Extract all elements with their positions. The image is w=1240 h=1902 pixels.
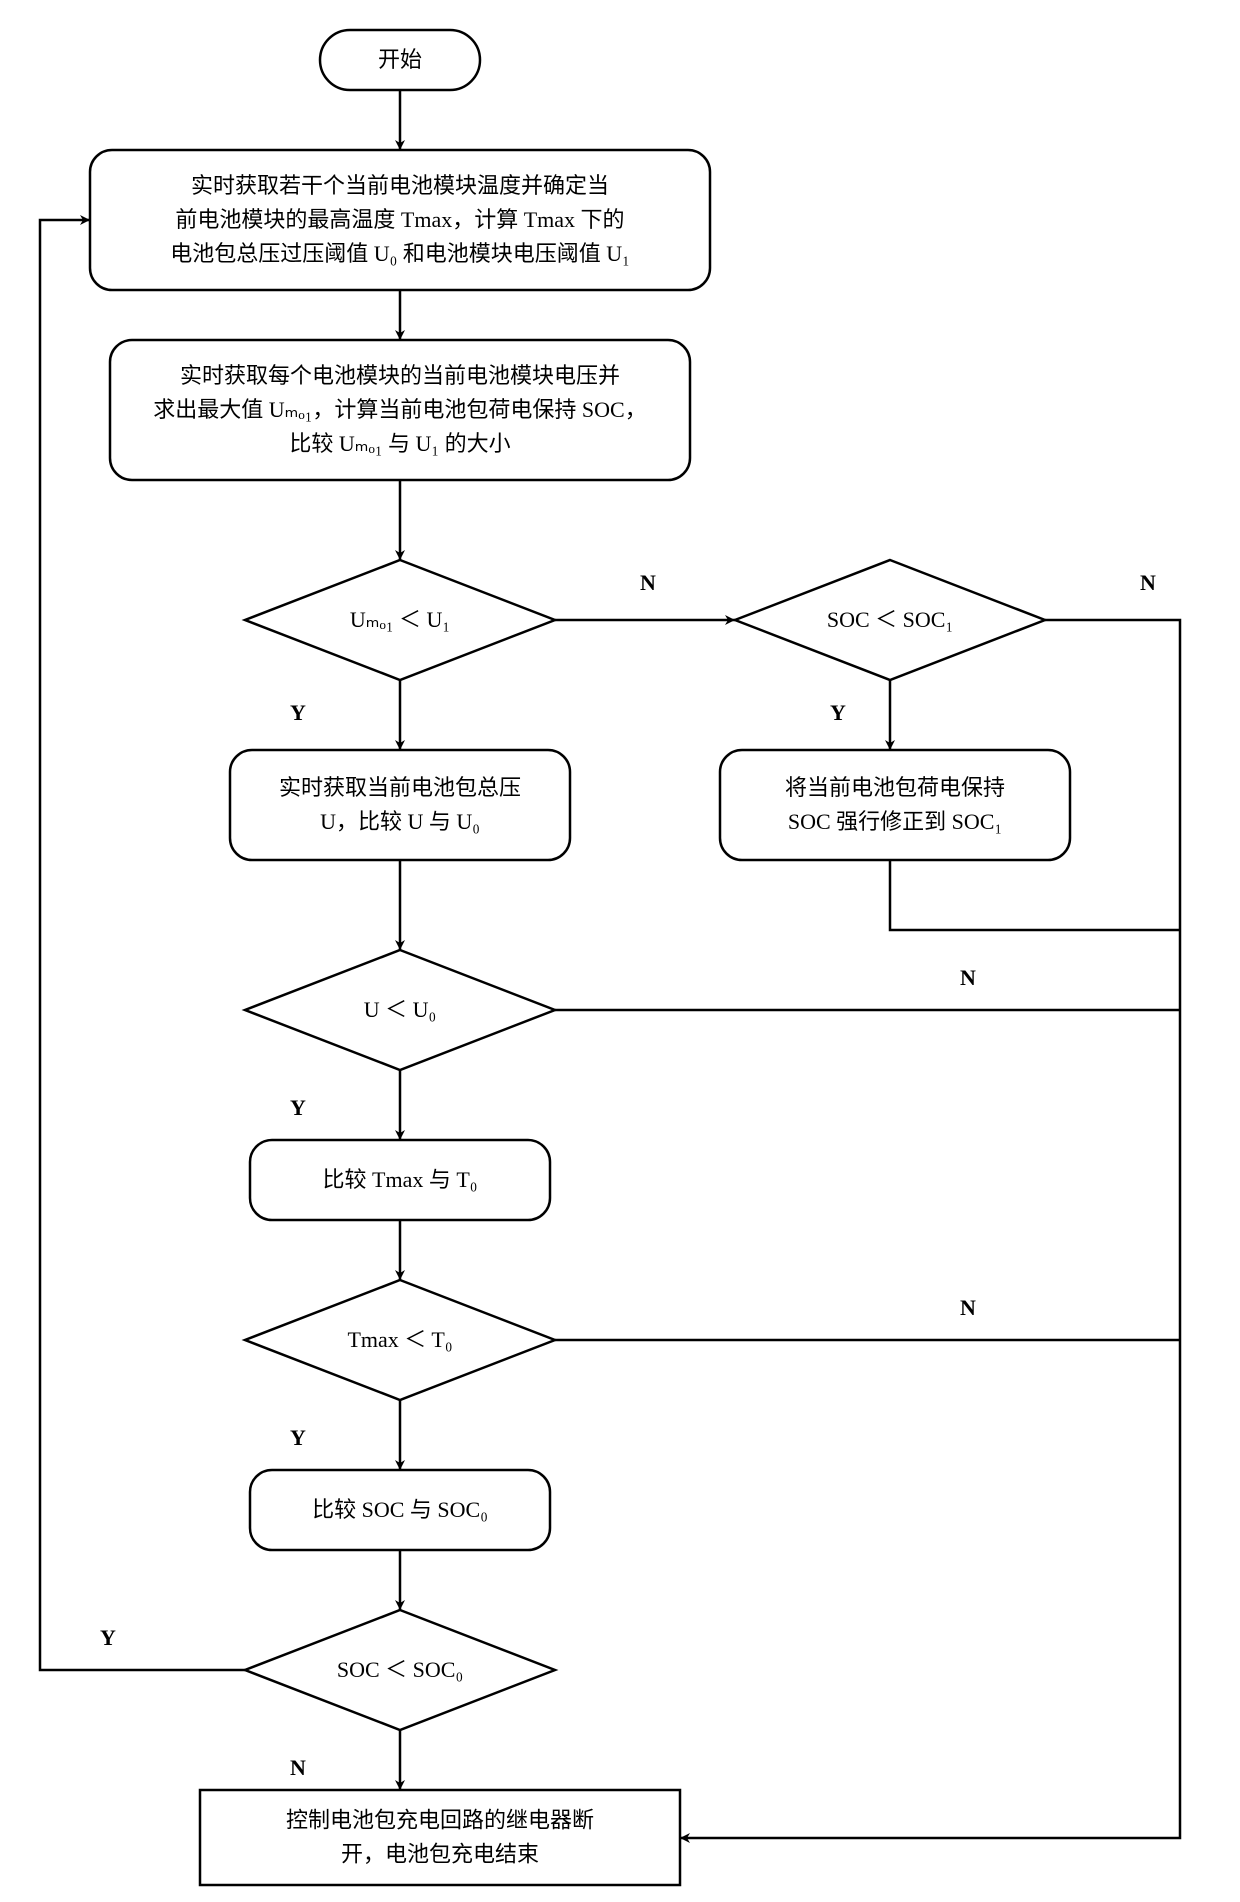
svg-text:开始: 开始 [378,47,422,72]
svg-text:比较 SOC 与 SOC₀: 比较 SOC 与 SOC₀ [312,1497,488,1522]
svg-text:N: N [640,570,656,595]
svg-text:U ＜ U₀: U ＜ U₀ [364,997,436,1022]
svg-text:Tmax ＜ T₀: Tmax ＜ T₀ [347,1327,452,1352]
svg-text:比较 Tmax 与 T₀: 比较 Tmax 与 T₀ [323,1167,478,1192]
svg-text:N: N [290,1755,306,1780]
flowchart: Y N Y N Y N Y N N Y 开始实时获取若干个当前电池模块温度并确定当前电池模块的最高温… [0,0,1240,1902]
svg-text:Y: Y [290,1095,306,1120]
svg-text:N: N [960,965,976,990]
svg-text:Y: Y [100,1625,116,1650]
svg-text:N: N [960,1295,976,1320]
svg-text:SOC ＜ SOC₀: SOC ＜ SOC₀ [337,1657,463,1682]
svg-text:Y: Y [290,700,306,725]
svg-text:实时获取若干个当前电池模块温度并确定当前电池模块的最高温度: 实时获取若干个当前电池模块温度并确定当前电池模块的最高温度 Tmax，计算 Tm… [170,173,630,266]
svg-text:Y: Y [290,1425,306,1450]
svg-text:Y: Y [830,700,846,725]
svg-text:Uₘₒ₁ ＜ U₁: Uₘₒ₁ ＜ U₁ [350,607,450,632]
svg-text:SOC ＜ SOC₁: SOC ＜ SOC₁ [827,607,953,632]
svg-text:N: N [1140,570,1156,595]
